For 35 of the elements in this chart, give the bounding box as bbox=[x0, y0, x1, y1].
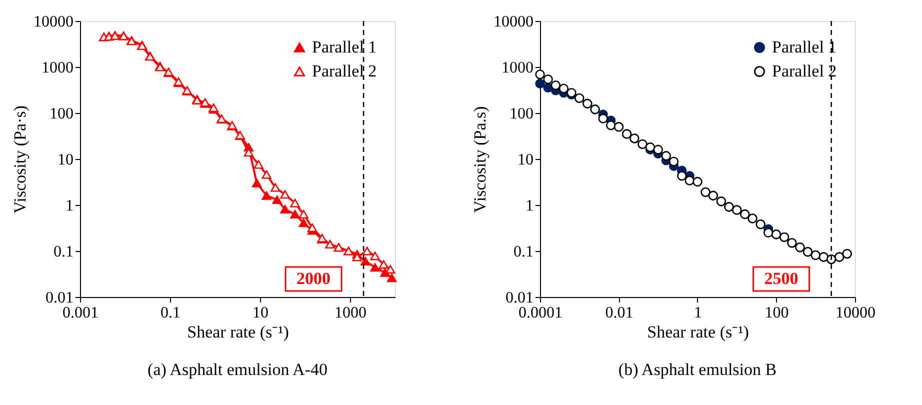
y-axis-title: Viscosity (Pa·s) bbox=[10, 105, 30, 214]
y-tick-label: 0.1 bbox=[54, 244, 74, 260]
y-tick-label: 100 bbox=[50, 106, 74, 122]
x-tick-label: 10 bbox=[252, 304, 268, 322]
y-tick-label: 0.1 bbox=[514, 244, 534, 260]
x-tick-label: 0.0001 bbox=[518, 304, 562, 322]
x-tick-label: 100 bbox=[764, 304, 789, 322]
y-axis-title: Viscosity (Pa.s) bbox=[470, 106, 490, 213]
y-tick-label: 10000 bbox=[494, 14, 534, 30]
x-axis-title: Shear rate (s⁻¹) bbox=[187, 322, 289, 342]
y-tick-label: 1000 bbox=[502, 60, 534, 76]
y-tick-label: 10 bbox=[58, 152, 74, 168]
x-tick-label: 1000 bbox=[334, 304, 366, 322]
x-tick-label: 0.001 bbox=[62, 304, 98, 322]
x-tick-label: 0.01 bbox=[605, 304, 634, 322]
x-tick-label: 0.1 bbox=[160, 304, 180, 322]
legend-label: Parallel 1 bbox=[772, 38, 837, 56]
text: (b) Asphalt emulsion B bbox=[618, 360, 777, 379]
x-axis-title: Shear rate (s⁻¹) bbox=[647, 322, 749, 342]
y-tick-label: 1 bbox=[66, 198, 74, 214]
legend-label: Parallel 2 bbox=[312, 62, 377, 80]
legend-label: Parallel 2 bbox=[772, 62, 837, 80]
y-tick-label: 10 bbox=[518, 152, 534, 168]
y-tick-label: 0.01 bbox=[506, 290, 534, 306]
x-tick-label: 10000 bbox=[836, 304, 876, 322]
ref-line-label: 2000 bbox=[296, 269, 331, 288]
ref-line-label: 2500 bbox=[764, 269, 798, 288]
y-tick-label: 10000 bbox=[34, 14, 74, 30]
y-tick-label: 0.01 bbox=[46, 290, 74, 306]
y-tick-label: 1000 bbox=[42, 60, 74, 76]
legend-label: Parallel 1 bbox=[312, 38, 377, 56]
y-tick-label: 100 bbox=[510, 106, 534, 122]
x-tick-label: 1 bbox=[694, 304, 702, 322]
text: (a) Asphalt emulsion A-40 bbox=[148, 360, 328, 379]
y-tick-label: 1 bbox=[526, 198, 534, 214]
